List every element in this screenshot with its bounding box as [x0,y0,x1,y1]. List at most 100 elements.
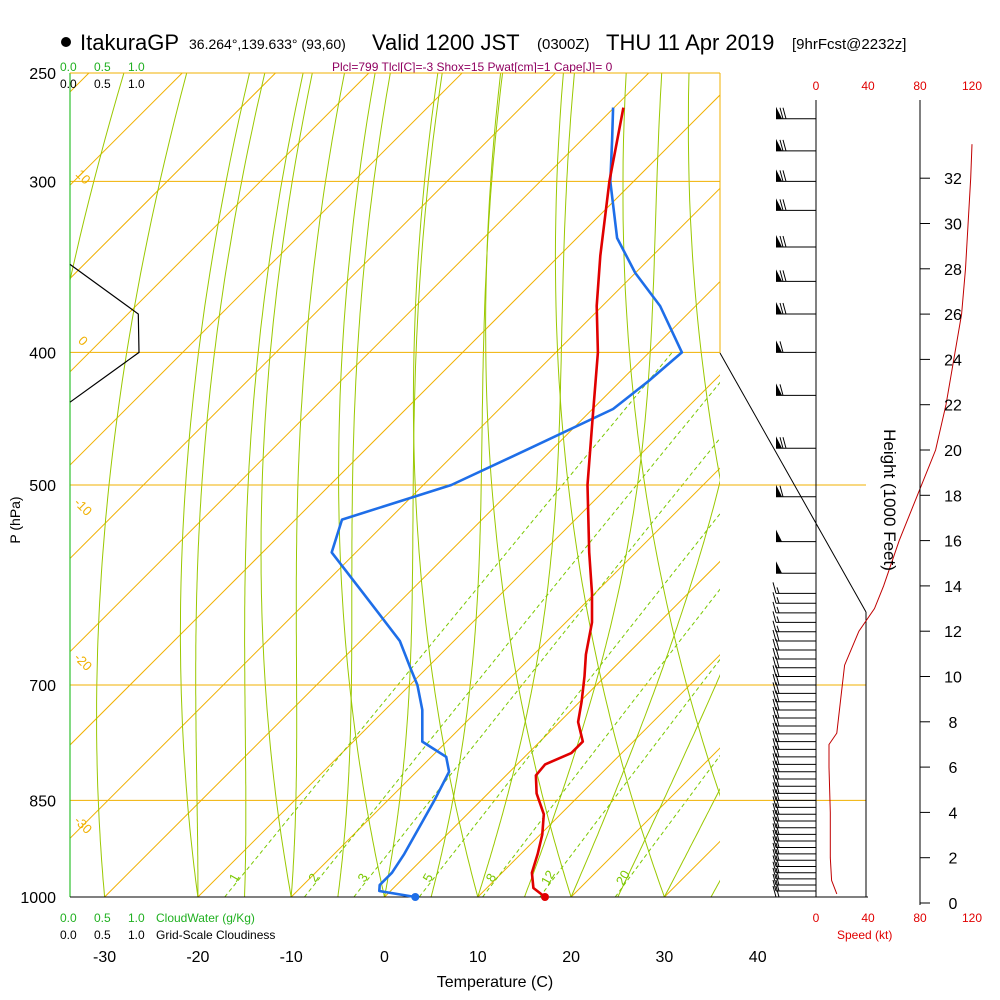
wind-barb [776,436,816,449]
cloudiness-tick-top-0: 0.0 [60,77,77,91]
wind-barb-full [782,170,787,182]
wind-barb [776,340,816,353]
wind-barb-full [772,849,777,861]
wind-barb-full [772,682,777,694]
wind-barb [772,816,816,829]
cloud-tick-top-1: 0.5 [94,60,111,74]
dewpoint-profile-line [330,107,684,899]
wind-barb-flag [776,529,782,542]
wind-barb [772,665,816,677]
wind-barb-full [772,842,777,854]
valid-time: Valid 1200 JST [372,30,520,55]
wind-barb-full [772,738,777,750]
temperature-tick-label: -30 [93,949,116,966]
wind-barb-full [772,730,777,742]
speed-axis-label: Speed (kt) [837,928,892,942]
wind-barb-full [779,437,784,449]
dry-adiabat-line [179,73,250,897]
dry-adiabat-line [687,73,720,481]
dry-adiabat-line [554,73,665,897]
wind-barb-full [779,341,784,353]
wind-barb-full [772,647,777,660]
moist-adiabat-line [195,73,266,897]
wind-barb-full [779,170,784,182]
cloudiness-tick-top-1: 0.5 [94,77,111,91]
wind-barb-flag [776,234,782,247]
tropopause-diagonal [719,352,867,613]
wind-barb [772,796,816,808]
wind-barb [772,789,816,801]
mixing-ratio-label: 3 [354,871,371,885]
wind-barb-full [775,690,780,702]
moist-adiabats [195,73,720,897]
wind-barb [772,682,816,694]
wind-barb [772,836,816,848]
height-tick-label: 28 [944,262,962,279]
height-tick-label: 24 [944,352,962,369]
cloudwater-label: CloudWater (g/Kg) [156,911,255,925]
wind-barb-full [772,753,777,765]
height-tick-label: 14 [944,579,962,596]
moist-adiabat-line [570,479,720,897]
wind-barb [772,873,816,886]
wind-barb-full [775,855,780,867]
wind-barb-full [772,855,777,867]
wind-barb-full [779,270,784,282]
wind-barb-full [772,816,777,828]
wind-barb-flag [776,302,782,315]
moist-adiabat-line [430,73,504,897]
wind-barb-flag [776,340,782,353]
moist-adiabat-line [244,73,304,897]
temperature-tick-label: -20 [186,949,209,966]
wind-barb-full [775,730,780,742]
cloudiness-tick-bottom-1: 0.5 [94,928,111,942]
temperature-profile-line [530,107,625,899]
wind-barbs [772,106,816,898]
wind-barb [772,775,816,787]
wind-barb-full [772,582,777,594]
wind-barb [772,656,816,669]
dry-adiabat-line [338,73,385,897]
wind-barb-full [772,823,777,835]
mixing-ratio-label: 8 [483,871,500,885]
wind-barb-flag [776,269,782,282]
cloudiness-profile-line [69,263,140,403]
mixing-ratio-label: 5 [419,871,436,885]
wind-barb [772,601,816,614]
height-tick-label: 30 [944,217,962,234]
mixing-ratio-label: 1 [226,871,243,885]
wind-barb [776,198,816,211]
wind-barb-flag [776,106,782,119]
wind-barb [772,767,816,780]
pressure-tick-label: 500 [29,478,56,495]
height-tick-label: 10 [944,670,962,687]
height-tick-label: 20 [944,443,962,460]
wind-barb-full [772,745,777,758]
moist-adiabat-line [290,73,345,897]
wind-barb-full [772,829,777,842]
wind-barb [776,484,816,498]
wind-barb-full [779,485,784,497]
height-tick-label: 4 [949,805,958,822]
mixing-ratio-line [614,754,720,897]
wind-barb-full [772,873,777,886]
wind-barb [776,234,816,248]
temperature-tick-label: 30 [656,949,674,966]
wind-barb-full [775,803,780,815]
wind-barb-full [782,107,787,119]
dry-adiabats [70,73,720,897]
speed-tick-bottom: 120 [962,911,982,925]
dry-adiabat-label: -20 [71,650,95,674]
wind-barb-full [775,745,780,758]
wind-barb-full [772,673,777,686]
wind-barb-full [775,775,780,787]
wind-barb-flag [776,383,782,396]
wind-barb-full [775,722,780,735]
station-bullet-icon [61,37,71,47]
wind-barb-full [772,638,777,651]
wind-barb-full [775,867,780,880]
moist-adiabat-line [617,674,720,897]
speed-tick-bottom: 80 [913,911,927,925]
isotherm-line [70,73,463,466]
